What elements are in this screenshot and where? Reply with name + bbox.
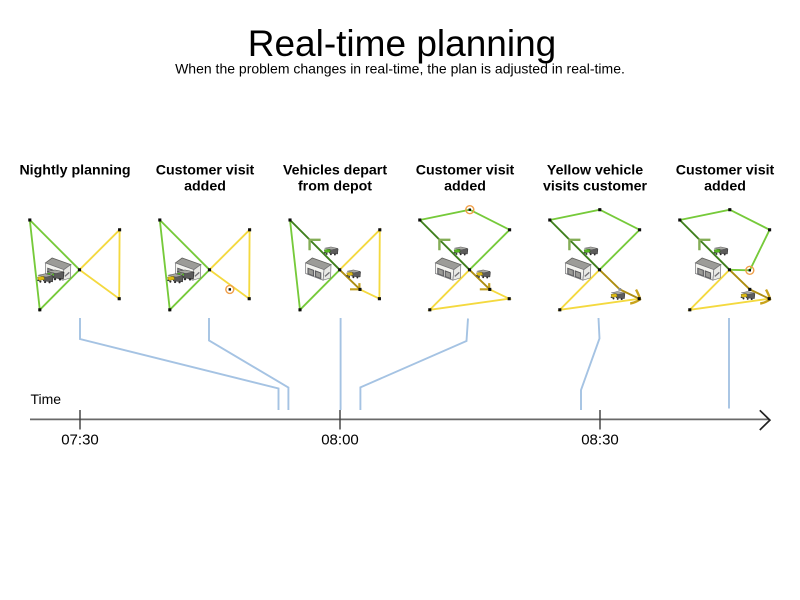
svg-text:Time: Time xyxy=(31,391,62,407)
svg-text:08:00: 08:00 xyxy=(321,432,359,449)
svg-text:Vehicles depart: Vehicles depart xyxy=(283,162,387,178)
svg-text:added: added xyxy=(444,179,486,195)
svg-text:added: added xyxy=(184,179,226,195)
svg-text:08:30: 08:30 xyxy=(581,432,619,449)
svg-text:Nightly planning: Nightly planning xyxy=(19,162,130,178)
svg-text:07:30: 07:30 xyxy=(61,432,99,449)
svg-text:Customer visit: Customer visit xyxy=(676,162,775,178)
svg-text:from depot: from depot xyxy=(298,179,372,195)
svg-text:Yellow vehicle: Yellow vehicle xyxy=(547,162,643,178)
svg-text:When the problem changes in re: When the problem changes in real-time, t… xyxy=(175,60,625,76)
svg-text:Real-time planning: Real-time planning xyxy=(248,23,557,64)
svg-text:Customer visit: Customer visit xyxy=(156,162,255,178)
svg-text:visits customer: visits customer xyxy=(543,179,648,195)
svg-text:added: added xyxy=(704,179,746,195)
svg-text:Customer visit: Customer visit xyxy=(416,162,515,178)
